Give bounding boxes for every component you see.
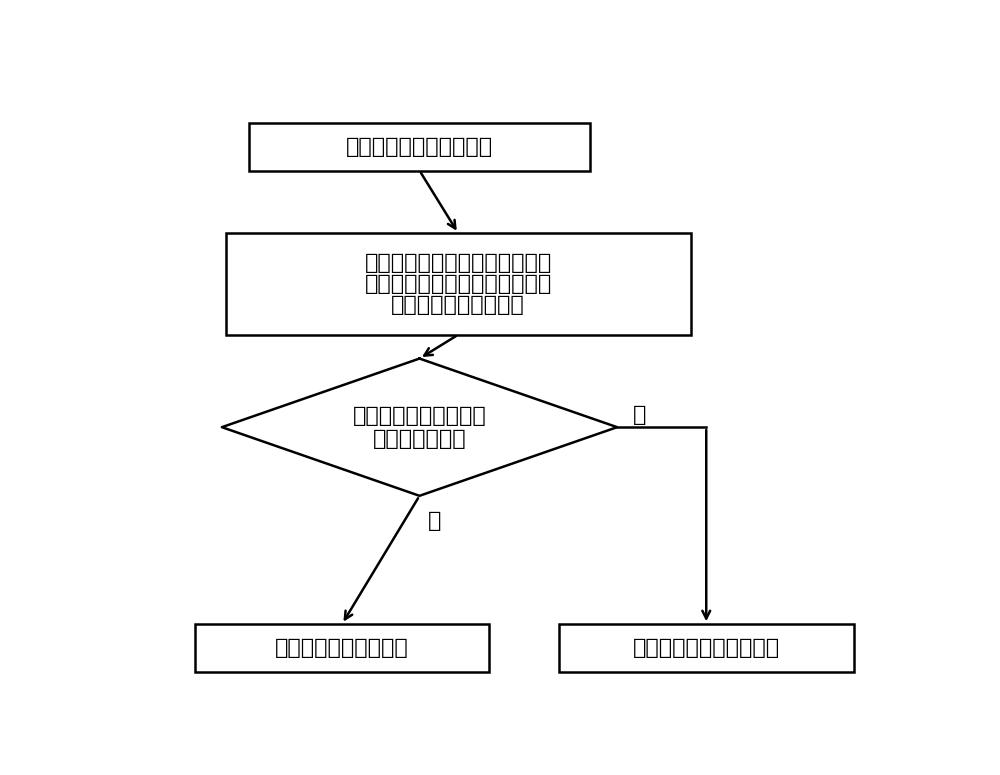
Text: 电池包在预设时间内是: 电池包在预设时间内是 — [353, 406, 486, 425]
Text: 是: 是 — [428, 511, 442, 531]
Text: 验证电池包具有安全性: 验证电池包具有安全性 — [275, 638, 409, 658]
Text: 台翻转后跌落至地面上: 台翻转后跌落至地面上 — [391, 294, 525, 315]
Bar — [195, 624, 489, 672]
Text: 否: 否 — [633, 405, 646, 425]
Text: 将电池包固定在跌落台上: 将电池包固定在跌落台上 — [346, 136, 493, 157]
Text: 否处于正常状态: 否处于正常状态 — [373, 429, 466, 449]
Text: 验证电池包不具有安全性: 验证电池包不具有安全性 — [633, 638, 780, 658]
Bar — [559, 624, 854, 672]
Bar — [226, 233, 691, 335]
Text: 释放电池包，以使电池包跟随跌: 释放电池包，以使电池包跟随跌 — [365, 253, 552, 273]
Bar — [249, 122, 590, 170]
Text: 落台下落，并使电池包跟随跌落: 落台下落，并使电池包跟随跌落 — [365, 274, 552, 294]
